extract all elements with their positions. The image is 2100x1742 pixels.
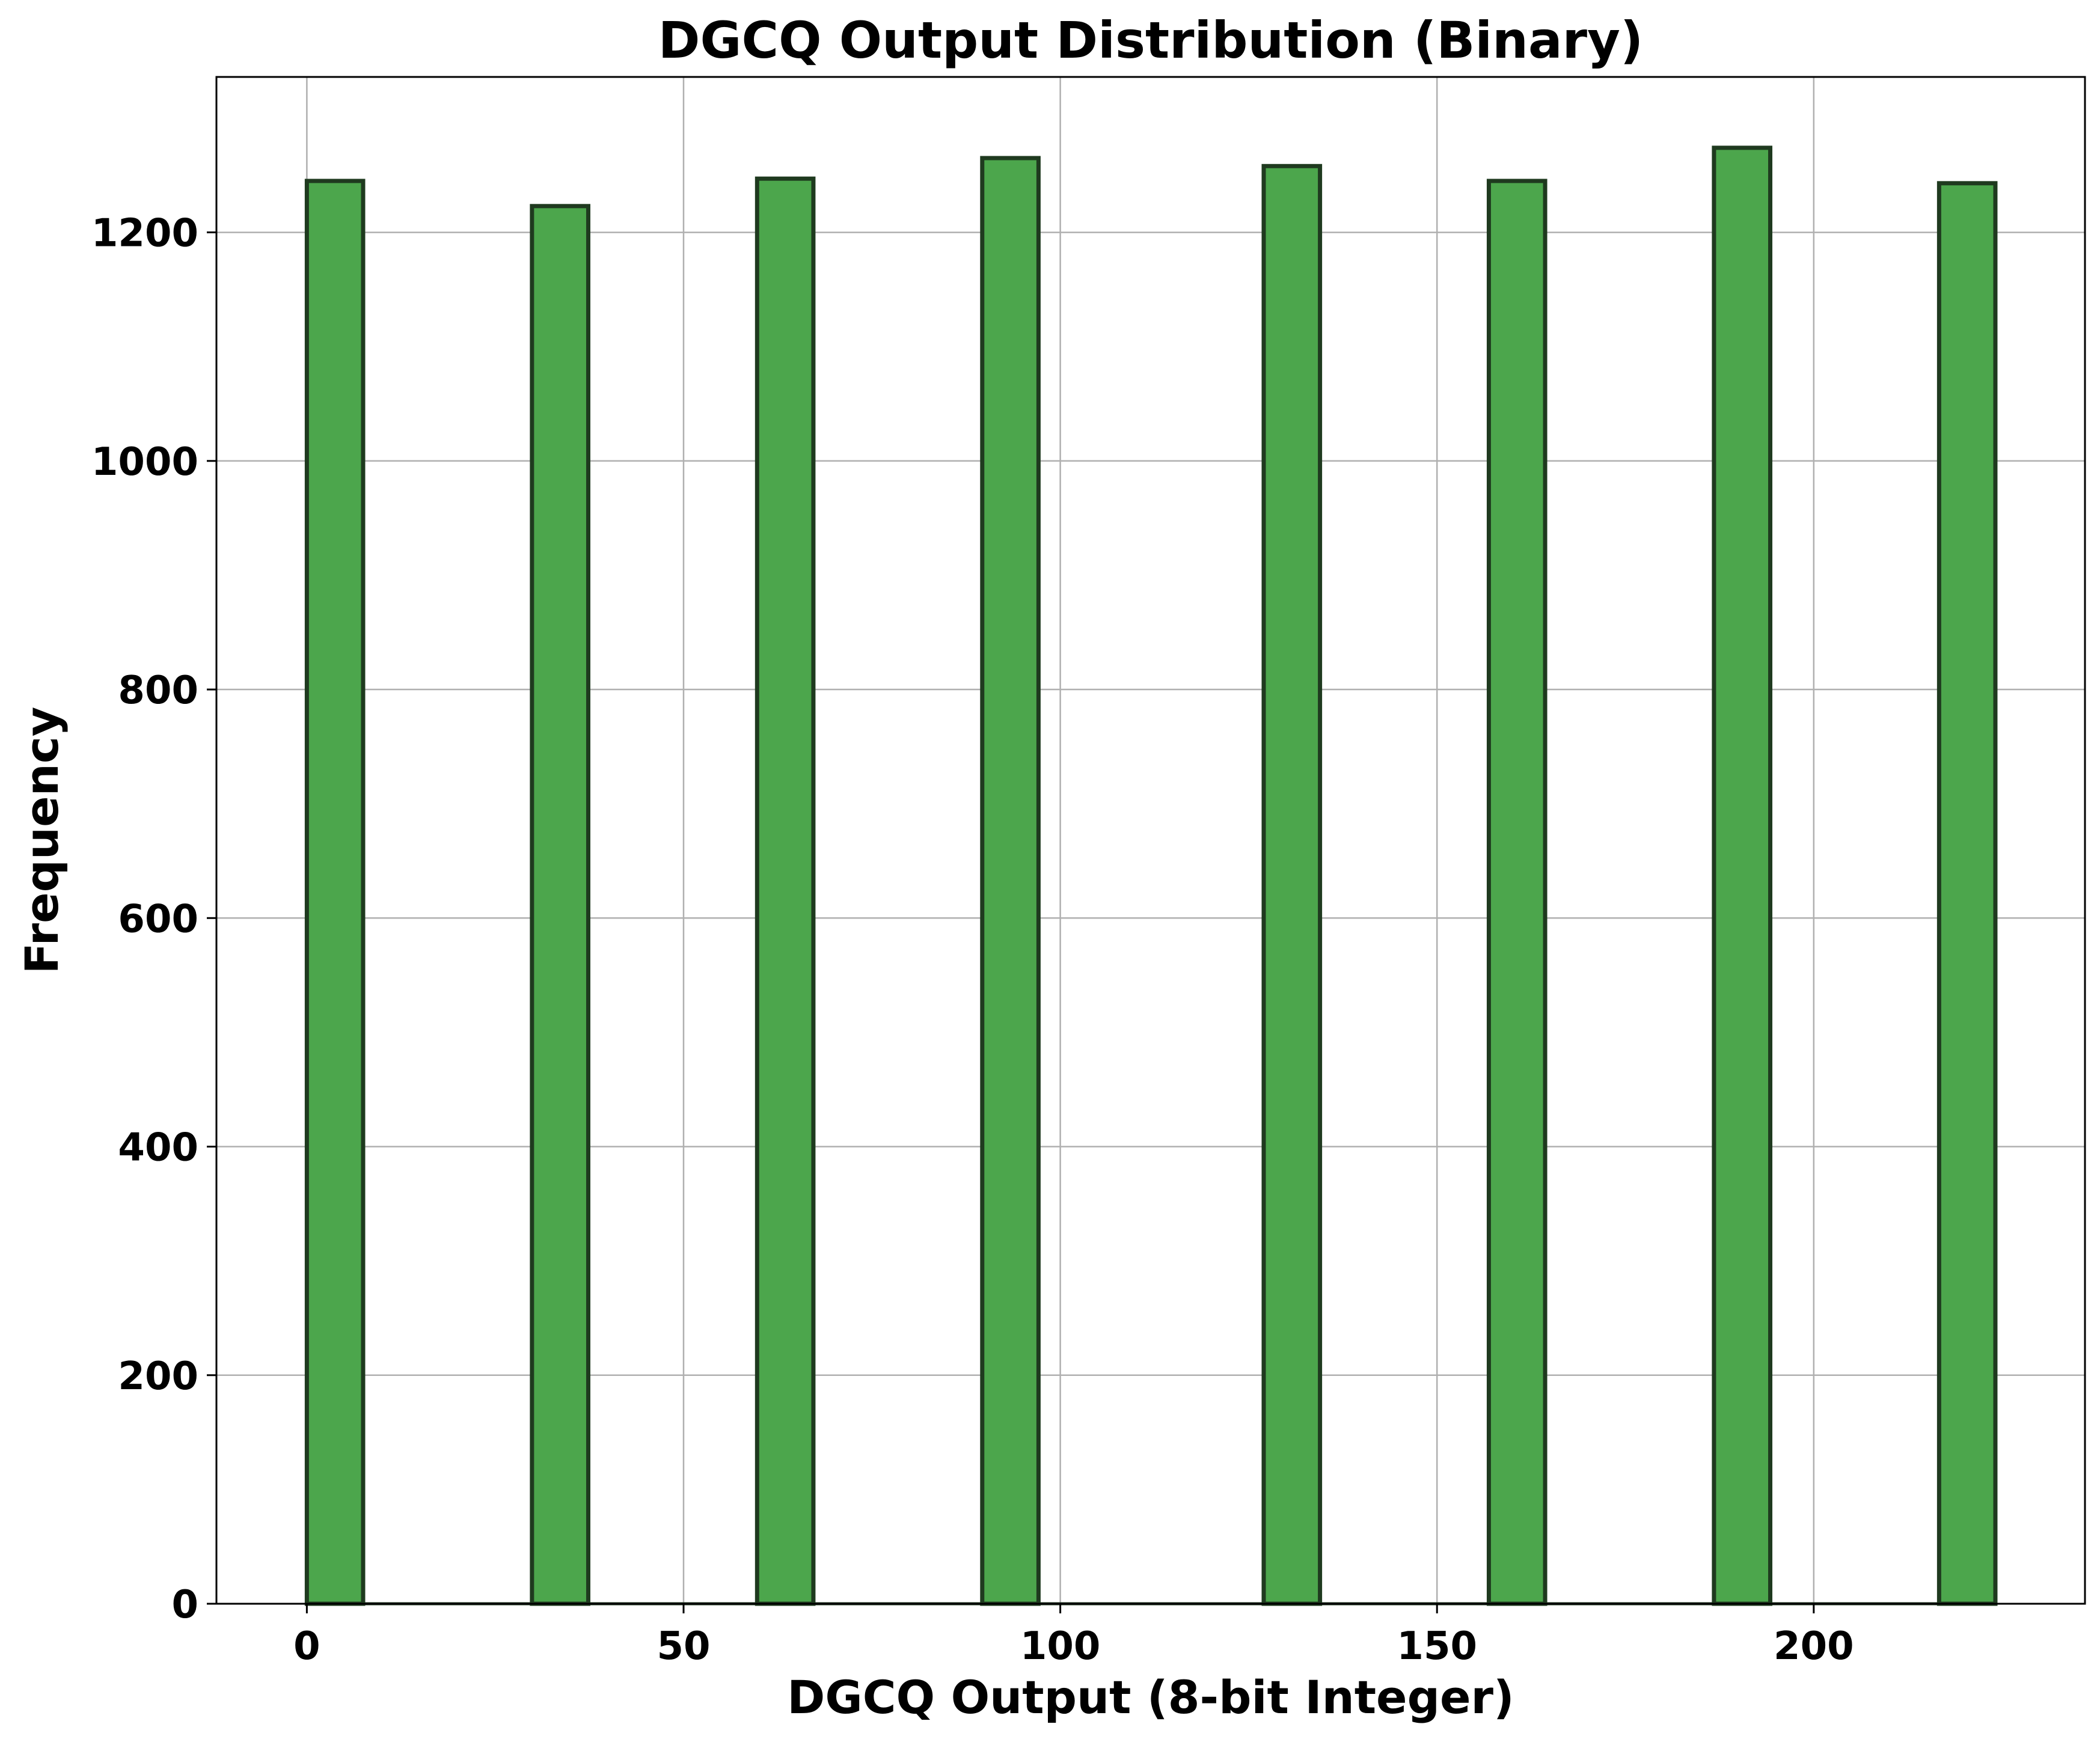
y-axis-label: Frequency <box>15 707 69 974</box>
histogram-bar-3 <box>755 176 816 1606</box>
y-tick-label: 1200 <box>91 212 198 256</box>
x-axis-label: DGCQ Output (8-bit Integer) <box>787 1670 1514 1724</box>
y-tick-label: 600 <box>118 897 198 941</box>
x-tick-label: 200 <box>1774 1624 1854 1669</box>
plot-frame <box>215 76 2086 1605</box>
histogram-bar-8 <box>1936 181 1998 1606</box>
tick-layer: 0 50 100 150 200 0 200 400 600 800 1000 1200 <box>91 212 1854 1669</box>
grid-layer <box>216 77 2085 1605</box>
y-tick-label: 200 <box>118 1354 198 1399</box>
x-tick-label: 0 <box>293 1624 320 1669</box>
y-tick-label: 800 <box>118 668 198 713</box>
y-tick-label: 0 <box>171 1583 198 1627</box>
histogram-bar-6 <box>1486 179 1547 1606</box>
histogram-bar-2 <box>530 204 590 1606</box>
histogram-bar-5 <box>1261 164 1323 1606</box>
bar-layer <box>304 145 1998 1606</box>
histogram-bar-4 <box>980 156 1041 1606</box>
chart-title: DGCQ Output Distribution (Binary) <box>658 11 1643 70</box>
x-tick-label: 50 <box>657 1624 710 1669</box>
x-tick-label: 150 <box>1397 1624 1477 1669</box>
y-tick-label: 400 <box>118 1126 198 1170</box>
y-tick-label: 1000 <box>91 440 198 484</box>
histogram-bar-1 <box>304 179 366 1606</box>
histogram-bar-7 <box>1712 145 1773 1606</box>
x-tick-label: 100 <box>1020 1624 1101 1669</box>
